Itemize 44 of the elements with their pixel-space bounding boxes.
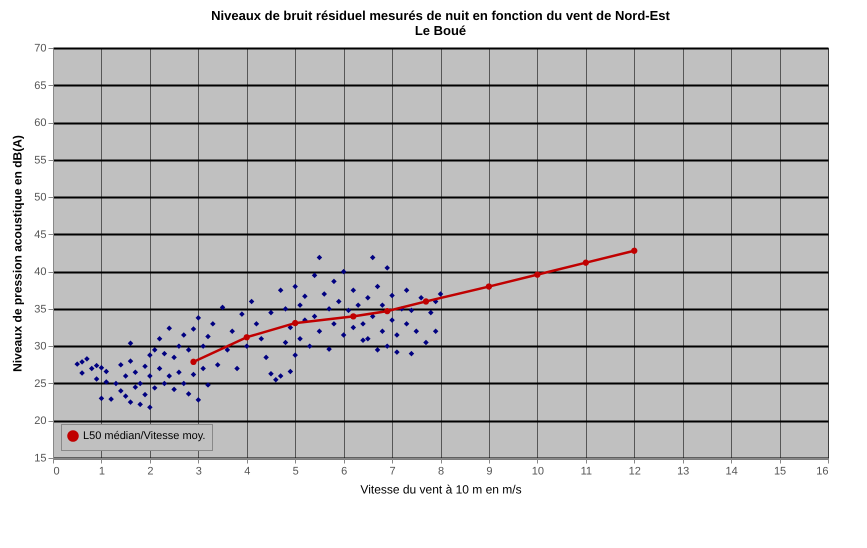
y-tick-label: 15 [34,452,46,464]
y-tick-label: 40 [34,266,46,278]
x-tick-label: 5 [292,466,299,478]
x-tick-label: 16 [816,466,828,478]
x-tick-label: 6 [341,466,348,478]
x-tick-label: 7 [390,466,396,478]
point [631,248,638,254]
x-tick-label: 8 [438,466,444,478]
x-tick-label: 12 [628,466,641,478]
y-tick-label: 30 [34,340,46,353]
point [486,283,492,290]
legend-label: L50 médian/Vitesse moy. [83,430,206,442]
x-tick-label: 3 [196,466,202,478]
x-tick-label: 13 [677,466,690,478]
x-tick-label: 1 [98,466,105,478]
x-tick-label: 4 [244,466,250,478]
point [292,320,298,326]
x-tick-label: 11 [580,466,592,478]
x-tick-label: 15 [774,466,786,478]
chart-title: Niveaux de bruit résiduel mesurés de nuit en fonction du vent de Nord-Est [211,8,671,23]
point [244,334,250,340]
y-tick-label: 45 [34,228,46,241]
x-tick-label: 14 [726,466,738,478]
x-axis-title: Vitesse du vent à 10 m en m/s [360,482,522,496]
x-tick-label: 2 [147,466,154,478]
point [422,298,430,305]
point [384,308,390,314]
x-tick-label: 0 [54,466,60,478]
y-tick-label: 55 [34,154,46,166]
y-tick-label: 35 [34,303,46,316]
y-tick-label: 20 [34,415,46,428]
y-tick-label: 60 [34,117,46,130]
y-tick-label: 50 [34,192,46,204]
point [582,260,589,266]
point [534,271,541,278]
chart-subtitle: Le Boué [414,23,466,38]
y-tick-label: 65 [34,80,46,92]
x-tick-label: 10 [532,466,544,478]
x-tick-label: 9 [486,466,492,478]
y-axis-title: Niveaux de pression acoustique en dB(A) [10,135,24,372]
point [350,313,356,320]
point [190,358,197,365]
y-tick-label: 70 [34,42,46,54]
y-tick-label: 25 [34,378,46,390]
